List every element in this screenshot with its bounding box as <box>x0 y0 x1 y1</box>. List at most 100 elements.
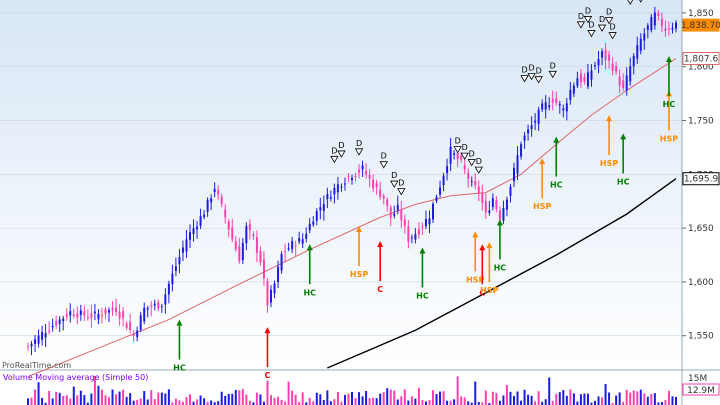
volume-bar <box>615 395 618 405</box>
divergence-triangle <box>467 159 476 167</box>
divergence-label: D <box>391 171 397 180</box>
candle <box>671 27 674 30</box>
divergence-triangle <box>576 21 586 29</box>
candle <box>544 102 547 110</box>
candle <box>625 75 628 91</box>
candle <box>44 333 47 338</box>
volume-bar <box>664 400 667 405</box>
candle <box>375 183 378 187</box>
volume-bar <box>432 390 434 405</box>
candle <box>463 165 466 170</box>
volume-bar <box>217 401 220 405</box>
candle <box>150 305 153 308</box>
candle <box>122 311 125 319</box>
volume-bar <box>248 400 251 405</box>
candle <box>604 50 607 61</box>
candle <box>414 234 417 240</box>
volume-bar <box>129 393 132 405</box>
volume-bar <box>449 400 452 405</box>
volume-bar <box>439 391 442 405</box>
volume-bar <box>446 400 449 405</box>
divergence-triangle <box>460 152 469 160</box>
divergence-label: D <box>585 6 591 15</box>
volume-bar <box>590 402 593 405</box>
volume-bar <box>558 392 561 405</box>
candle <box>541 103 544 110</box>
divergence-triangle <box>527 73 536 81</box>
volume-bar <box>650 393 653 405</box>
price-tick-label: 1,650 <box>688 224 714 234</box>
volume-bar <box>481 402 484 405</box>
signal-arrowhead <box>496 219 503 226</box>
candle <box>305 233 308 239</box>
candle <box>403 219 406 226</box>
signal-arrowhead <box>539 158 546 165</box>
volume-bar <box>27 398 29 405</box>
divergence-label: D <box>536 67 542 76</box>
signal-arrowhead <box>479 244 486 251</box>
signal-arrowhead <box>486 242 493 249</box>
volume-axis-label: 15M <box>688 374 707 384</box>
candle <box>115 307 118 313</box>
volume-bar <box>477 402 480 405</box>
candle <box>636 45 639 59</box>
candle <box>108 310 110 313</box>
volume-bar <box>79 390 82 405</box>
volume-bar <box>104 395 107 405</box>
volume-bar <box>30 397 33 405</box>
candle <box>90 313 93 319</box>
candle <box>322 204 325 211</box>
volume-bar <box>530 395 533 405</box>
candle <box>389 207 392 218</box>
volume-bar <box>622 401 625 405</box>
candle <box>178 256 181 265</box>
candle <box>467 172 470 179</box>
volume-bar <box>618 392 621 405</box>
volume-bar <box>382 392 385 405</box>
candle <box>615 66 618 72</box>
candle <box>372 179 375 189</box>
candle <box>424 219 427 227</box>
volume-bar <box>421 400 424 405</box>
volume-bar <box>537 391 540 405</box>
candle <box>675 22 677 29</box>
volume-bar <box>108 397 110 405</box>
volume-bar <box>555 393 558 405</box>
candle <box>407 226 410 242</box>
candle <box>520 144 523 157</box>
candle <box>474 180 477 186</box>
candle <box>509 186 512 196</box>
candle <box>558 104 561 106</box>
candle <box>298 237 301 242</box>
volume-bar <box>358 392 361 405</box>
volume-bar <box>266 380 269 405</box>
candle <box>579 73 582 83</box>
candle <box>262 259 265 279</box>
volume-bar <box>541 401 544 405</box>
volume-bar <box>41 397 44 405</box>
volume-bar <box>213 402 216 405</box>
volume-bar <box>238 390 241 405</box>
candle <box>583 76 586 82</box>
candle <box>65 313 68 317</box>
candle <box>294 245 297 247</box>
volume-bar <box>115 394 118 405</box>
volume-bar <box>305 402 308 405</box>
volume-bar <box>456 376 459 405</box>
candle <box>495 200 498 209</box>
volume-bar <box>646 396 649 405</box>
candle <box>368 174 371 179</box>
volume-bar <box>608 392 611 405</box>
candle <box>664 28 667 31</box>
volume-bar <box>523 389 526 405</box>
candle <box>315 210 318 221</box>
volume-bar <box>594 400 596 405</box>
volume-bar <box>322 400 325 405</box>
candle <box>259 250 262 263</box>
volume-bar <box>227 393 230 405</box>
volume-bar <box>34 389 37 405</box>
divergence-label: D <box>476 157 482 166</box>
volume-bar <box>586 393 589 405</box>
candle <box>432 203 434 220</box>
divergence-triangle <box>608 32 617 40</box>
